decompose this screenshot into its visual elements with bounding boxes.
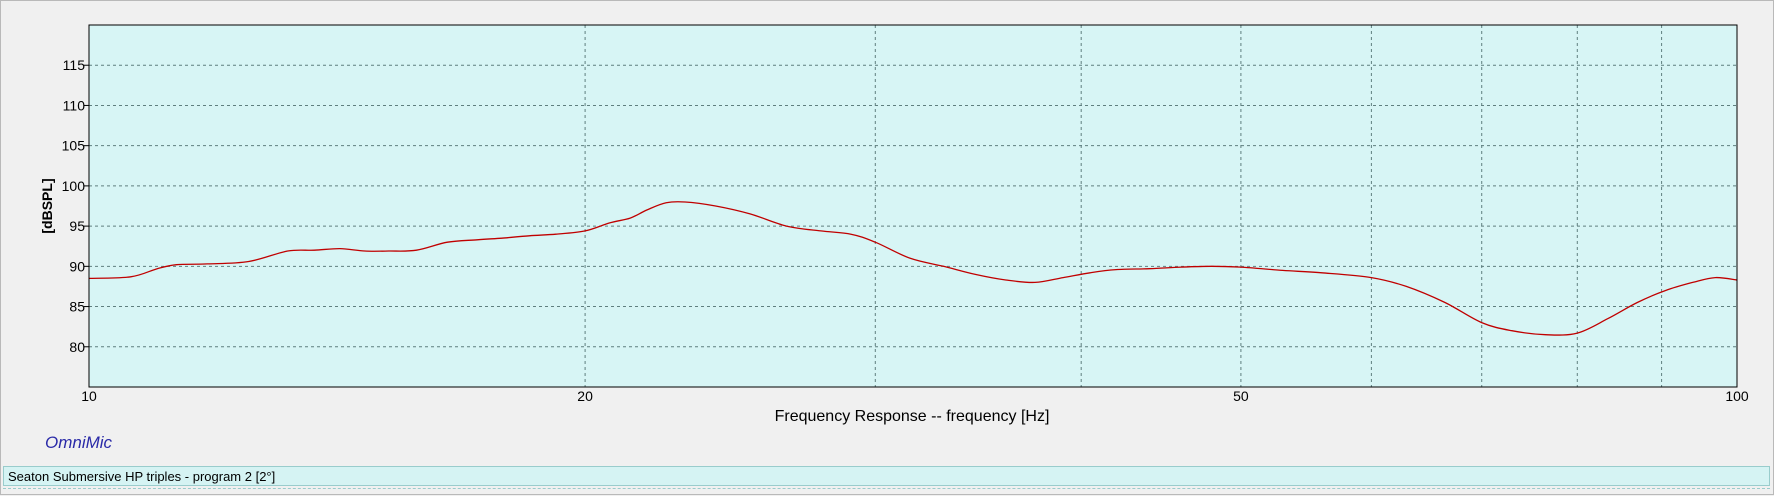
y-tick-label: 95 (69, 218, 85, 234)
status-bar-divider (3, 488, 1770, 489)
x-axis-title: Frequency Response -- frequency [Hz] (775, 408, 1050, 425)
plot-area (89, 25, 1737, 387)
frequency-response-line (88, 200, 1738, 336)
x-tick-label: 20 (577, 388, 593, 404)
x-tick-label: 10 (81, 388, 97, 404)
y-tick-label: 80 (69, 339, 85, 355)
y-tick-label: 90 (69, 258, 85, 274)
y-tick-label: 110 (63, 97, 86, 113)
status-bar: Seaton Submersive HP triples - program 2… (3, 466, 1770, 486)
grid-lines (89, 25, 1737, 387)
x-tick-label: 100 (1725, 388, 1749, 404)
brand-logo-text: OmniMic (45, 433, 113, 452)
y-axis-title: [dBSPL] (39, 178, 55, 233)
y-tick-label: 85 (69, 299, 85, 315)
plot-border (88, 24, 1738, 388)
y-tick-label: 105 (62, 138, 86, 154)
status-text: Seaton Submersive HP triples - program 2… (8, 469, 276, 484)
x-tick-label: 50 (1233, 388, 1249, 404)
y-axis-ticks: 80 85 90 95 100 105 110 115 (62, 57, 89, 355)
curve-layer (88, 200, 1738, 336)
y-tick-label: 100 (62, 178, 86, 194)
x-axis-ticks: 10 20 50 100 (81, 388, 1749, 404)
y-tick-label: 115 (63, 57, 86, 73)
